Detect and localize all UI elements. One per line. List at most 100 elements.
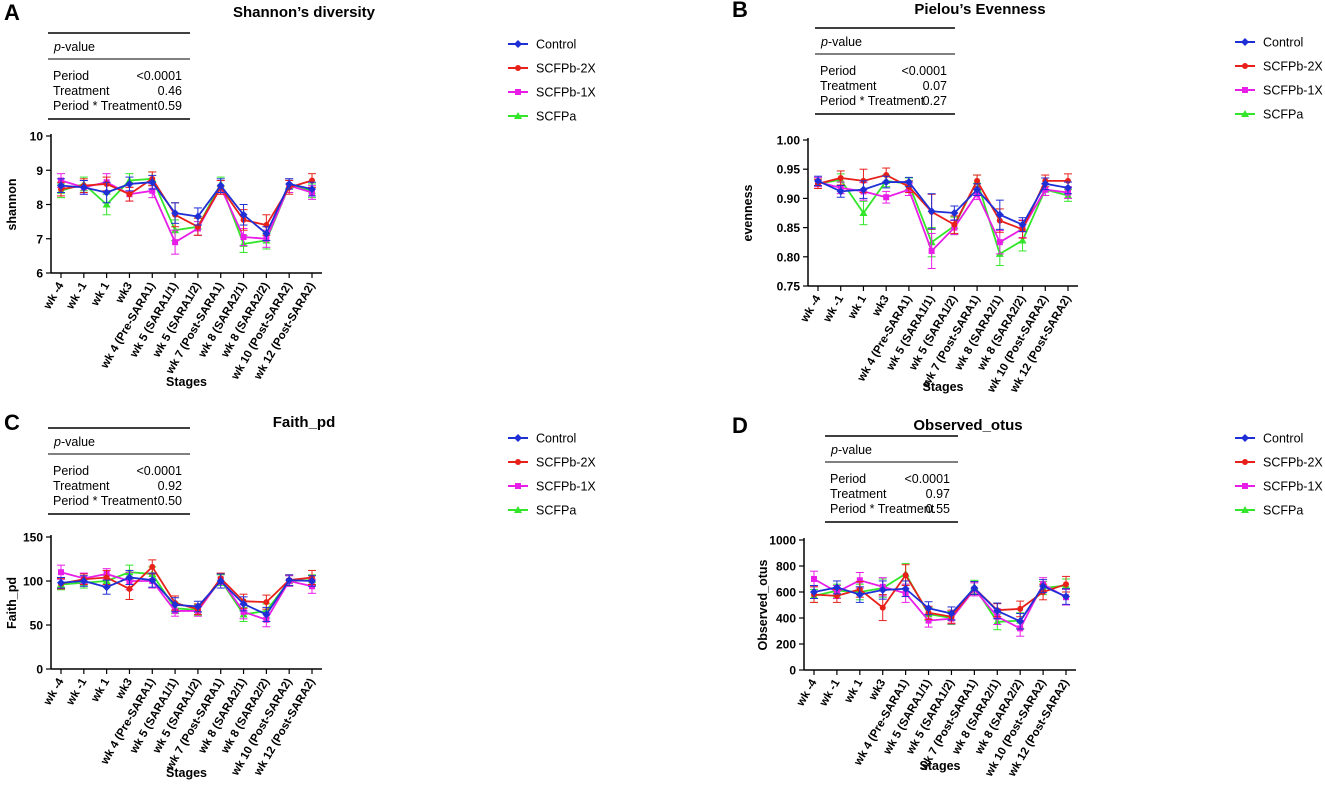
table-header: p-value: [820, 35, 862, 49]
data-point: [974, 177, 981, 184]
data-point: [148, 178, 157, 187]
legend-label: SCFPb-1X: [1263, 480, 1323, 494]
data-point: [859, 185, 868, 194]
y-tick-label: 8: [36, 198, 43, 212]
legend-label: SCFPb-2X: [1263, 60, 1323, 74]
x-tick-label: wk 1: [89, 676, 113, 705]
data-point: [996, 239, 1003, 246]
panel-letter: B: [732, 0, 748, 22]
legend-marker: [1242, 63, 1248, 69]
table-row-value: 0.97: [926, 487, 950, 501]
legend-marker: [514, 434, 522, 442]
series-line: [813, 585, 1067, 623]
series-scfpb-2x: [814, 167, 1072, 239]
x-axis-label: Stages: [920, 759, 961, 773]
panel-b: B Pielou’s Evenness p-value Period <0.0001 Tr…: [732, 0, 1323, 396]
data-point: [102, 188, 111, 197]
data-point: [102, 583, 111, 592]
stats-table: p-value Period <0.0001 Treatment 0.97Period …: [825, 435, 958, 523]
x-tick-label: wk 1: [846, 293, 870, 322]
panel-letter: D: [732, 413, 748, 438]
data-point: [950, 209, 959, 217]
table-row-label: Period * Treatment: [53, 99, 158, 113]
data-point: [285, 576, 294, 585]
y-axis-label: evenness: [741, 184, 755, 241]
data-point: [928, 247, 935, 254]
data-point: [102, 200, 111, 208]
table-row-value: 0.55: [926, 502, 950, 516]
data-point: [308, 577, 316, 585]
y-tick-label: 0.75: [777, 280, 801, 294]
table-row-value: 0.92: [158, 479, 182, 493]
y-tick-label: 0.80: [777, 250, 801, 264]
data-point: [262, 610, 271, 619]
panel-c: C Faith_pd p-value Period <0.0001 Treatment 0.…: [4, 410, 596, 780]
y-tick-label: 400: [776, 612, 796, 626]
x-tick-label: wk -4: [798, 293, 824, 325]
legend-label: SCFPa: [1263, 108, 1303, 122]
data-point: [1016, 617, 1025, 626]
legend-label: SCFPb-2X: [1263, 456, 1323, 470]
data-point: [951, 221, 958, 228]
table-row-label: Treatment: [53, 84, 110, 98]
legend-label: Control: [536, 38, 576, 52]
legend: Control SCFPb-2X SCFPb-1X SCFPa: [1235, 36, 1323, 122]
table-row-value: <0.0001: [901, 64, 947, 78]
stats-table: p-value Period <0.0001 Treatment 0.92Period …: [48, 427, 190, 515]
series-line: [60, 571, 313, 616]
y-tick-label: 600: [776, 586, 796, 600]
data-point: [925, 617, 932, 624]
data-point: [125, 179, 134, 188]
data-point: [216, 577, 225, 585]
data-point: [239, 210, 248, 219]
legend-label: SCFPb-2X: [536, 62, 596, 76]
y-axis-label: shannon: [5, 178, 19, 230]
legend-marker: [514, 40, 522, 48]
data-point: [993, 606, 1002, 615]
legend-label: SCFPa: [536, 504, 576, 518]
table-row-label: Treatment: [830, 487, 887, 501]
data-point: [1041, 179, 1050, 188]
legend-marker: [515, 89, 521, 95]
x-tick-label: wk -1: [817, 677, 843, 709]
legend-label: Control: [1263, 36, 1303, 50]
x-axis-label: Stages: [923, 380, 964, 394]
legend-marker: [1242, 459, 1248, 465]
x-tick-label: wk3: [113, 281, 135, 307]
legend-marker: [1241, 506, 1249, 513]
x-tick-label: wk3: [113, 677, 135, 703]
x-tick-label: wk 1: [842, 677, 866, 706]
series-control: [814, 175, 1072, 233]
data-point: [171, 209, 180, 218]
y-tick-label: 0: [789, 664, 796, 678]
series-control: [57, 569, 316, 622]
data-point: [1018, 220, 1027, 229]
series-line: [60, 177, 313, 228]
series-scfpa: [814, 173, 1072, 267]
table-header: p-value: [53, 40, 95, 54]
data-point: [103, 574, 110, 581]
series-line: [60, 181, 313, 236]
x-tick-label: wk -4: [41, 280, 67, 312]
axes: 0.75 0.80 0.85 0.90 0.95 1.00 wk -4wk -1 wk 1 wk…: [741, 134, 1078, 396]
series-scfpb-2x: [810, 564, 1070, 624]
data-point: [262, 229, 271, 238]
legend-label: Control: [1263, 432, 1303, 446]
data-point: [902, 572, 909, 579]
y-tick-label: 1000: [769, 534, 796, 548]
legend-marker: [1242, 87, 1248, 93]
y-tick-label: 1.00: [777, 134, 801, 148]
series-line: [60, 576, 313, 616]
data-point: [126, 191, 133, 198]
table-row-label: Period * Treatment: [820, 94, 925, 108]
data-point: [57, 578, 65, 587]
legend-marker: [515, 65, 521, 71]
data-point: [883, 194, 890, 201]
y-tick-label: 800: [776, 560, 796, 574]
data-point: [927, 207, 936, 216]
table-row-value: 0.27: [923, 94, 947, 108]
data-point: [79, 183, 88, 192]
y-tick-label: 150: [23, 531, 43, 545]
